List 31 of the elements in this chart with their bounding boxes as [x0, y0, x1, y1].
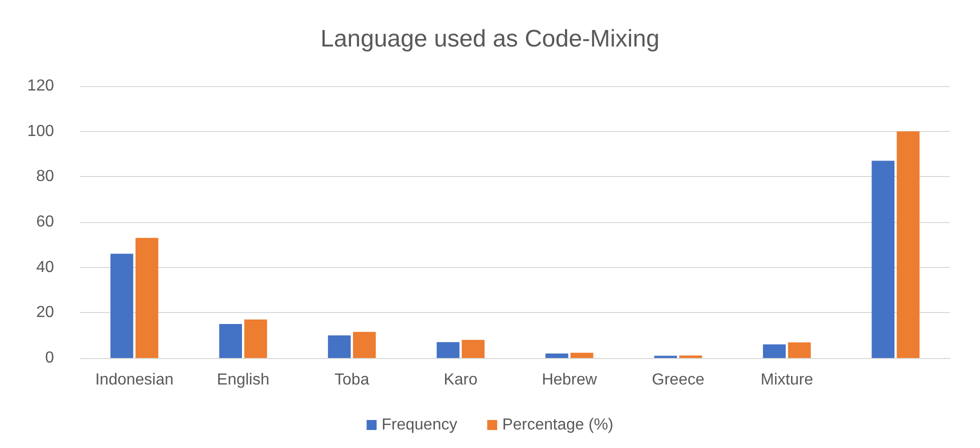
y-tick-label: 20 — [36, 304, 54, 322]
bar — [353, 332, 376, 358]
x-tick-label: Karo — [444, 372, 478, 388]
bar — [788, 342, 811, 358]
x-tick-label: Hebrew — [542, 372, 598, 388]
x-tick-label: Indonesian — [95, 372, 174, 388]
y-tick-label: 120 — [27, 78, 54, 94]
bar — [872, 160, 894, 358]
legend-label: Percentage (%) — [502, 416, 614, 434]
y-tick-label: 40 — [36, 258, 54, 276]
legend-label: Frequency — [382, 416, 458, 434]
x-tick-label: Toba — [334, 372, 370, 388]
y-tick-label: 60 — [36, 214, 54, 230]
y-tick-label: 80 — [36, 168, 54, 186]
bar — [436, 342, 460, 358]
bar — [570, 352, 594, 358]
bar — [462, 340, 485, 358]
chart-title: Language used as Code-Mixing — [320, 26, 660, 52]
bar — [219, 324, 242, 358]
bar — [762, 344, 786, 358]
y-tick-label: 0 — [45, 350, 54, 366]
bar — [244, 319, 268, 358]
x-tick-label: Mixture — [760, 372, 814, 388]
bar — [896, 131, 920, 358]
bar — [110, 254, 134, 358]
y-tick-label: 100 — [27, 122, 54, 140]
bar — [328, 335, 351, 358]
bar — [545, 353, 568, 358]
x-tick-label: Greece — [652, 372, 704, 388]
x-tick-label: English — [216, 372, 270, 388]
bar — [136, 238, 158, 358]
